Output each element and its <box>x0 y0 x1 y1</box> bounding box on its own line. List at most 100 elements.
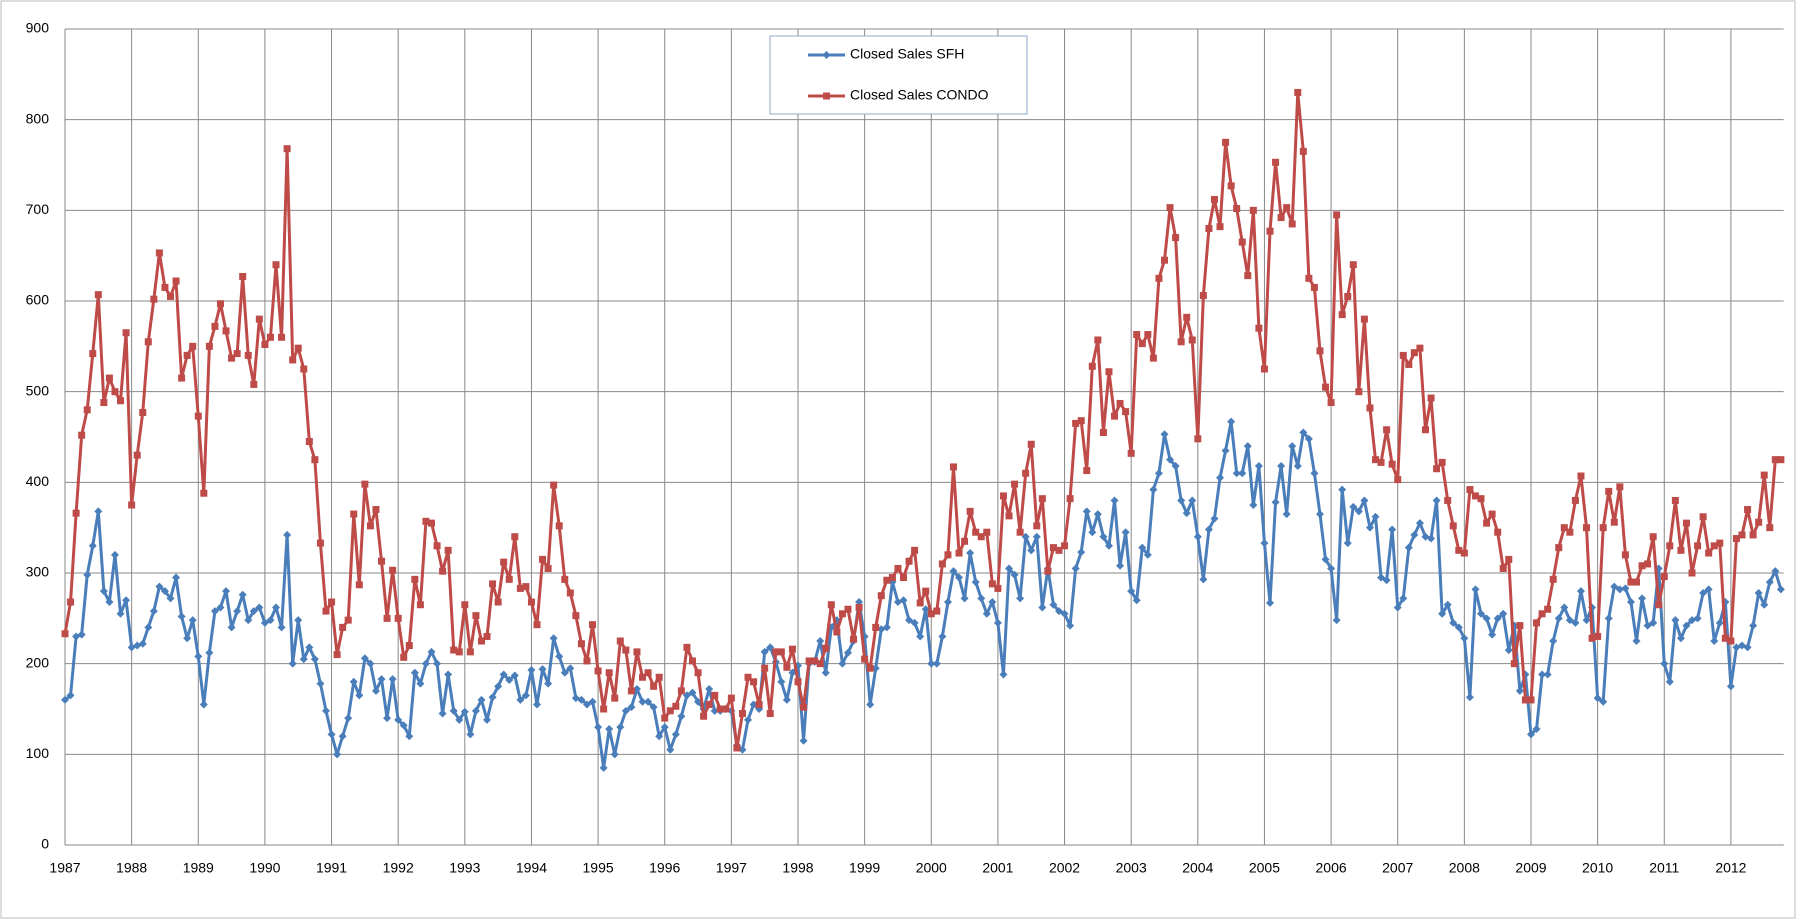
marker <box>1455 546 1463 554</box>
marker <box>861 655 869 663</box>
marker <box>1249 501 1258 509</box>
marker <box>1560 524 1568 532</box>
marker <box>461 601 469 609</box>
marker <box>1682 519 1690 527</box>
marker <box>993 618 1002 627</box>
marker <box>711 691 719 699</box>
marker <box>1705 549 1713 557</box>
marker <box>610 750 619 759</box>
marker <box>1554 614 1563 623</box>
marker <box>1388 525 1397 534</box>
marker <box>1555 544 1563 552</box>
marker <box>1111 412 1119 420</box>
y-tick-label: 500 <box>26 382 50 398</box>
marker <box>1160 256 1168 264</box>
marker <box>1626 598 1635 607</box>
marker <box>555 652 564 661</box>
marker <box>944 551 952 559</box>
marker <box>1415 519 1424 528</box>
marker <box>1404 543 1413 552</box>
y-tick-label: 200 <box>26 654 50 670</box>
marker <box>227 623 236 632</box>
marker <box>1394 476 1402 484</box>
marker <box>1676 634 1685 643</box>
marker <box>1322 383 1330 391</box>
marker <box>1222 138 1230 146</box>
marker <box>72 509 80 517</box>
marker <box>1771 567 1780 576</box>
marker <box>555 522 563 530</box>
marker <box>1477 609 1486 618</box>
marker <box>1526 730 1535 739</box>
marker <box>1032 532 1041 541</box>
marker <box>228 354 236 362</box>
marker <box>377 675 386 684</box>
marker <box>688 657 696 665</box>
marker <box>1754 588 1763 597</box>
marker <box>1777 456 1785 464</box>
marker <box>671 730 680 739</box>
marker <box>1433 465 1441 473</box>
marker <box>422 517 430 525</box>
marker <box>999 492 1007 500</box>
marker <box>738 710 746 718</box>
marker <box>594 723 603 732</box>
marker <box>866 700 875 709</box>
marker <box>1193 532 1202 541</box>
marker <box>416 601 424 609</box>
marker <box>466 648 474 656</box>
marker <box>1710 637 1719 645</box>
marker <box>1399 594 1408 603</box>
marker <box>1077 417 1085 425</box>
marker <box>760 647 769 656</box>
marker <box>311 456 319 464</box>
y-tick-label: 700 <box>26 201 50 217</box>
marker <box>1660 659 1669 668</box>
marker <box>883 576 891 584</box>
marker <box>1410 530 1419 539</box>
marker <box>1249 206 1257 214</box>
marker <box>1077 548 1086 557</box>
marker <box>161 283 169 291</box>
marker <box>411 575 419 583</box>
marker <box>1488 510 1496 518</box>
marker <box>1671 616 1680 625</box>
marker <box>1227 182 1235 190</box>
marker <box>1710 542 1718 550</box>
marker <box>289 356 297 364</box>
marker <box>677 687 685 695</box>
marker <box>1766 524 1774 532</box>
marker <box>83 406 91 414</box>
marker <box>733 744 741 752</box>
marker <box>199 700 208 709</box>
marker <box>1082 507 1091 516</box>
marker <box>149 607 158 616</box>
marker <box>1465 693 1474 702</box>
marker <box>1610 582 1619 591</box>
marker <box>600 705 608 713</box>
marker <box>1055 546 1063 554</box>
marker <box>1282 510 1291 519</box>
marker <box>527 598 535 606</box>
marker <box>910 618 919 627</box>
marker <box>800 703 808 711</box>
marker <box>378 557 386 565</box>
marker <box>483 715 492 724</box>
marker <box>160 587 169 596</box>
marker <box>1516 622 1524 630</box>
marker <box>344 616 352 624</box>
marker <box>644 669 652 677</box>
marker <box>994 584 1002 592</box>
marker <box>621 706 630 715</box>
x-tick-label: 1997 <box>716 860 747 876</box>
marker <box>1594 632 1602 640</box>
marker <box>439 567 447 575</box>
marker <box>943 598 952 607</box>
marker <box>205 648 214 657</box>
marker <box>433 542 441 550</box>
marker <box>516 695 525 704</box>
marker <box>1316 347 1324 355</box>
marker <box>927 659 936 668</box>
marker <box>522 583 530 591</box>
